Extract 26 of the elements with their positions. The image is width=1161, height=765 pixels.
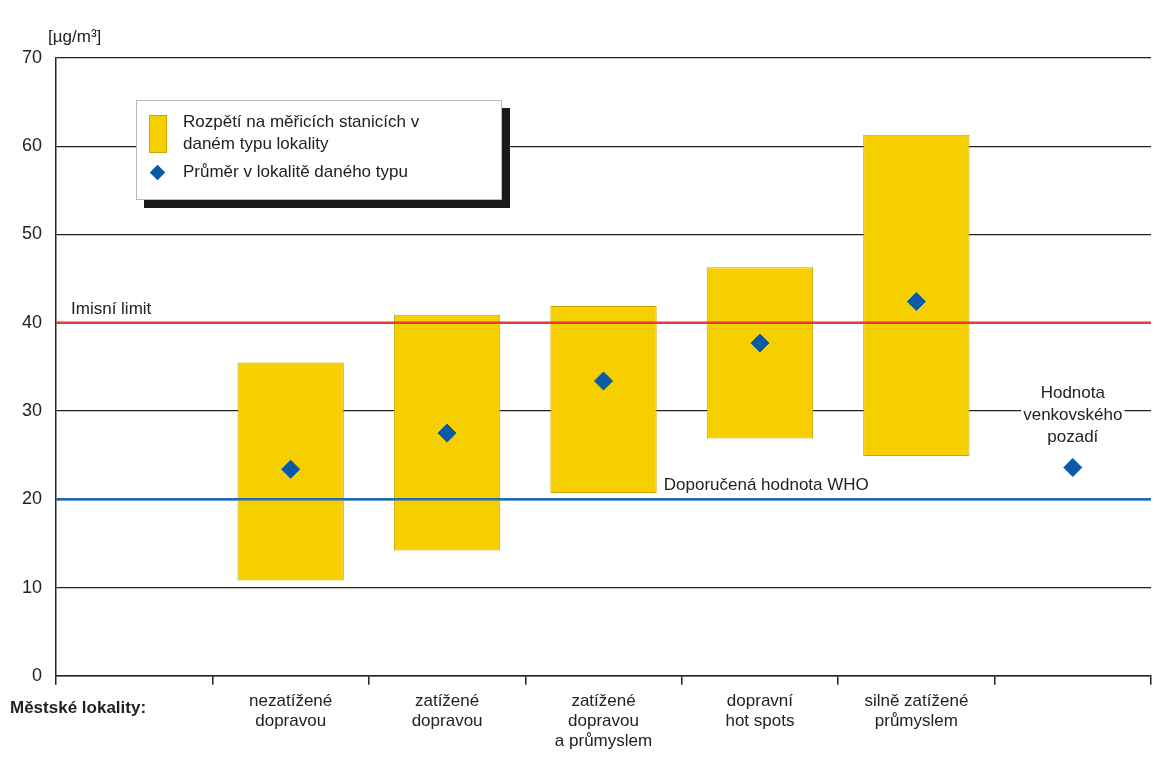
- x-tick-label: zatížené dopravou a průmyslem: [554, 690, 653, 751]
- x-tick-label: zatížené dopravou: [411, 690, 483, 731]
- y-tick-label: 60: [21, 135, 43, 156]
- y-tick-label: 10: [21, 576, 43, 597]
- y-tick-label: 0: [32, 664, 43, 685]
- x-tick-label: silně zatížené průmyslem: [864, 690, 969, 731]
- x-axis-title: Městské lokality:: [10, 697, 147, 717]
- y-tick-label: 70: [21, 46, 43, 67]
- y-axis-title: [µg/m³]: [48, 27, 102, 47]
- legend-label: Rozpětí na měřicích stanicích v daném typu lokality: [183, 111, 421, 155]
- point: [906, 292, 926, 312]
- point: [437, 423, 457, 443]
- y-tick-label: 40: [21, 311, 43, 332]
- y-tick-label: 30: [21, 400, 43, 420]
- y-tick-label: 50: [21, 223, 43, 244]
- legend-label: Průměr v lokalitě daného typu: [183, 161, 408, 183]
- point: [594, 371, 614, 391]
- annotation: Hodnota venkovského pozadí: [1023, 382, 1123, 446]
- y-tick-label: 20: [21, 488, 43, 509]
- point: [750, 333, 770, 353]
- point: [1063, 458, 1083, 478]
- ref-line-label: Imisní limit: [71, 298, 152, 318]
- ref-line-label: Doporučená hodnota WHO: [663, 475, 869, 495]
- x-tick-label: dopravní hot spots: [725, 690, 795, 731]
- x-tick-label: nezatížené dopravou: [249, 690, 333, 731]
- point: [281, 459, 301, 479]
